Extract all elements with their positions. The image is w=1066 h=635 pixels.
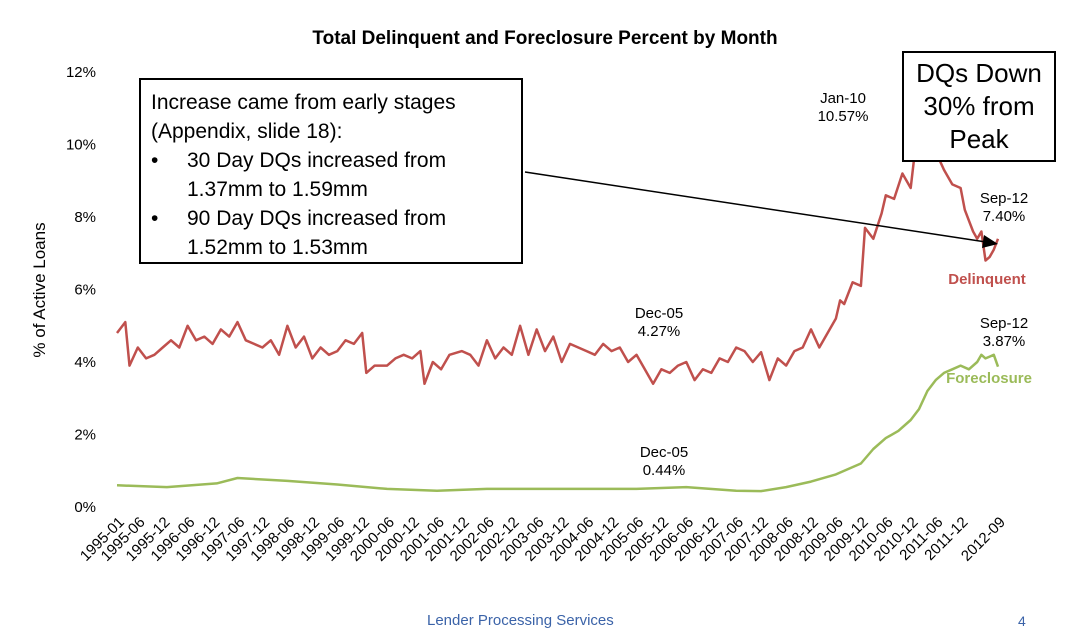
y-tick-label: 10% (66, 137, 96, 154)
dq-box-line-3: Peak (949, 124, 1009, 154)
bullet-1-continuation: 1.37mm to 1.59mm (187, 178, 368, 201)
series-label-delinquent: Delinquent (948, 271, 1026, 288)
y-tick-label: 4% (74, 354, 96, 371)
callout-bullet-1: • 30 Day DQs increased from (151, 146, 511, 175)
series-label-foreclosure: Foreclosure (946, 370, 1032, 387)
callout-box: Increase came from early stages (Appendi… (139, 78, 523, 264)
y-tick-label: 12% (66, 64, 96, 81)
footer-company: Lender Processing Services (427, 612, 614, 629)
annotation-jan10: Jan-10 (820, 90, 866, 107)
annotation-dec05-fc: 0.44% (643, 462, 686, 479)
callout-arrowhead (982, 235, 998, 248)
dq-box-line-1: DQs Down (916, 58, 1042, 88)
annotation-dec05-dq: 4.27% (638, 323, 681, 340)
annotation-sep12-dq: 7.40% (983, 208, 1026, 225)
annotation-sep12-dq: Sep-12 (980, 190, 1028, 207)
dq-box-line-2: 30% from (923, 91, 1035, 121)
callout-arrow (524, 171, 987, 243)
annotations: Dec-054.27%Jan-1010.57%Sep-127.40%Sep-12… (635, 90, 1032, 479)
bullet-dot: • (151, 149, 159, 172)
series-delinquent-line (116, 122, 1000, 386)
y-tick-label: 6% (74, 282, 96, 299)
chart-title: Total Delinquent and Foreclosure Percent… (312, 28, 778, 49)
y-tick-label: 0% (74, 499, 96, 516)
series-lines (116, 122, 1000, 493)
annotation-sep12-fc: 3.87% (983, 333, 1026, 350)
bullet-dot: • (151, 207, 159, 230)
annotation-dec05-dq: Dec-05 (635, 305, 683, 322)
callout-line-2: (Appendix, slide 18): (151, 120, 343, 143)
bullet-2-text: 90 Day DQs increased from (187, 207, 447, 230)
page-number: 4 (1018, 613, 1026, 629)
annotation-sep12-fc: Sep-12 (980, 315, 1028, 332)
x-axis: 1995-011995-061995-121996-061996-121997-… (77, 514, 1009, 565)
annotation-jan10: 10.57% (818, 108, 869, 125)
y-tick-label: 8% (74, 209, 96, 226)
bullet-2-continuation: 1.52mm to 1.53mm (187, 236, 368, 259)
callout-bullet-2: • 90 Day DQs increased from (151, 204, 511, 233)
y-axis: 0% 2% 4% 6% 8% 10% 12% (66, 64, 96, 516)
y-tick-label: 2% (74, 427, 96, 444)
dq-down-box: DQs Down 30% from Peak (902, 51, 1056, 162)
annotation-dec05-fc: Dec-05 (640, 444, 688, 461)
y-axis-label: % of Active Loans (30, 222, 49, 357)
callout-line-1: Increase came from early stages (151, 91, 456, 114)
series-foreclosure-line (116, 353, 1000, 493)
bullet-1-text: 30 Day DQs increased from (187, 149, 447, 172)
